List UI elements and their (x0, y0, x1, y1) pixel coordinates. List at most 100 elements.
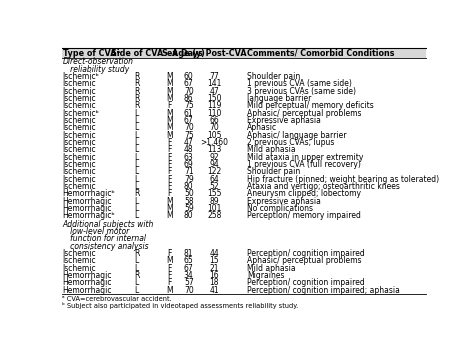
Text: L: L (135, 182, 139, 191)
Text: Aphasic/ language barrier: Aphasic/ language barrier (247, 131, 346, 140)
Text: 71: 71 (184, 167, 193, 176)
Text: F: F (167, 153, 172, 162)
Text: Side of CVA: Side of CVA (110, 49, 163, 58)
Text: M: M (166, 286, 173, 295)
Text: Ischemic: Ischemic (63, 160, 96, 169)
Text: R: R (134, 189, 139, 198)
Text: 61: 61 (184, 109, 193, 118)
Text: Hemorrhagicᵇ: Hemorrhagicᵇ (63, 189, 115, 198)
Text: 80: 80 (184, 211, 193, 220)
Text: 44: 44 (210, 249, 219, 258)
Text: 67: 67 (184, 264, 193, 273)
Text: 2 previous CVAs; lupus: 2 previous CVAs; lupus (247, 138, 334, 147)
Text: Hemorrhagic: Hemorrhagic (63, 204, 112, 213)
Text: L: L (135, 153, 139, 162)
Text: Type of CVAᵃ: Type of CVAᵃ (63, 49, 119, 58)
Text: 3 previous CVAs (same side): 3 previous CVAs (same side) (247, 87, 356, 96)
Text: Hemorrhagicᵇ: Hemorrhagicᵇ (63, 211, 115, 220)
Text: Mild perceptual/ memory deficits: Mild perceptual/ memory deficits (247, 101, 374, 110)
Text: Mild ataxia in upper extremity: Mild ataxia in upper extremity (247, 153, 363, 162)
Text: 1 previous CVA (full recovery): 1 previous CVA (full recovery) (247, 160, 361, 169)
Text: Mild aphasia: Mild aphasia (247, 145, 296, 154)
Text: 150: 150 (207, 94, 221, 103)
Text: R: R (134, 87, 139, 96)
Text: No complications: No complications (247, 204, 313, 213)
Text: 16: 16 (210, 271, 219, 280)
Text: Aphasic/ perceptual problems: Aphasic/ perceptual problems (247, 256, 362, 265)
Text: 80: 80 (184, 182, 193, 191)
Text: 77: 77 (210, 72, 219, 81)
Text: M: M (166, 204, 173, 213)
Text: L: L (135, 286, 139, 295)
Text: M: M (166, 197, 173, 206)
Text: L: L (135, 124, 139, 133)
Text: Ischemic: Ischemic (63, 124, 96, 133)
Text: 59: 59 (184, 204, 193, 213)
Text: function for internal: function for internal (63, 234, 146, 243)
Text: reliability study: reliability study (63, 65, 129, 74)
Text: 52: 52 (210, 182, 219, 191)
Text: 101: 101 (207, 204, 221, 213)
Text: 60: 60 (184, 72, 193, 81)
Text: F: F (167, 279, 172, 288)
Text: L: L (135, 175, 139, 184)
Text: Perception/ cognition impaired: Perception/ cognition impaired (247, 279, 365, 288)
Text: R: R (134, 94, 139, 103)
Text: Hemorrhagic: Hemorrhagic (63, 279, 112, 288)
Text: L: L (135, 211, 139, 220)
Text: Ischemic: Ischemic (63, 256, 96, 265)
Text: Ischemic: Ischemic (63, 175, 96, 184)
Text: Days Post-CVA: Days Post-CVA (182, 49, 247, 58)
Text: 50: 50 (184, 189, 193, 198)
Text: Aphasic/ perceptual problems: Aphasic/ perceptual problems (247, 109, 362, 118)
Text: M: M (166, 131, 173, 140)
Text: R: R (134, 271, 139, 280)
Text: L: L (135, 279, 139, 288)
Text: M: M (166, 116, 173, 125)
Text: 41: 41 (210, 286, 219, 295)
Text: Additional subjects with: Additional subjects with (63, 220, 154, 229)
Text: 155: 155 (207, 189, 221, 198)
Text: 66: 66 (210, 116, 219, 125)
Text: M: M (166, 124, 173, 133)
Text: Ischemic: Ischemic (63, 138, 96, 147)
Text: 65: 65 (184, 256, 193, 265)
Text: 70: 70 (210, 124, 219, 133)
Text: Ataxia and vertigo; osteoarthritic knees: Ataxia and vertigo; osteoarthritic knees (247, 182, 400, 191)
Text: 64: 64 (210, 175, 219, 184)
Text: language barrier: language barrier (247, 94, 311, 103)
Text: 58: 58 (184, 197, 193, 206)
Text: M: M (166, 256, 173, 265)
Text: 141: 141 (207, 80, 221, 89)
Text: 79: 79 (184, 175, 193, 184)
Text: 48: 48 (184, 145, 193, 154)
Text: 105: 105 (207, 131, 221, 140)
Text: Aneurysm clipped; lobectomy: Aneurysm clipped; lobectomy (247, 189, 361, 198)
Text: L: L (135, 264, 139, 273)
Text: L: L (135, 138, 139, 147)
Text: L: L (135, 197, 139, 206)
Text: Direct-observation: Direct-observation (63, 57, 134, 66)
Text: Mild aphasia: Mild aphasia (247, 264, 296, 273)
Text: M: M (166, 80, 173, 89)
Text: F: F (167, 167, 172, 176)
Text: 70: 70 (184, 124, 193, 133)
Text: Sex: Sex (161, 49, 178, 58)
Text: Ischemicᵇ: Ischemicᵇ (63, 72, 100, 81)
Text: 70: 70 (184, 286, 193, 295)
Text: Aphasic: Aphasic (247, 124, 277, 133)
Text: 69: 69 (184, 160, 193, 169)
Text: Ischemic: Ischemic (63, 94, 96, 103)
Text: Shoulder pain: Shoulder pain (247, 167, 300, 176)
Text: M: M (166, 87, 173, 96)
Text: 1 previous CVA (same side): 1 previous CVA (same side) (247, 80, 352, 89)
Text: Ischemic: Ischemic (63, 80, 96, 89)
Text: R: R (134, 72, 139, 81)
Text: 21: 21 (210, 264, 219, 273)
Text: F: F (167, 189, 172, 198)
Text: L: L (135, 109, 139, 118)
Text: M: M (166, 94, 173, 103)
Text: Ischemic: Ischemic (63, 87, 96, 96)
Text: L: L (135, 116, 139, 125)
Text: 63: 63 (184, 153, 193, 162)
